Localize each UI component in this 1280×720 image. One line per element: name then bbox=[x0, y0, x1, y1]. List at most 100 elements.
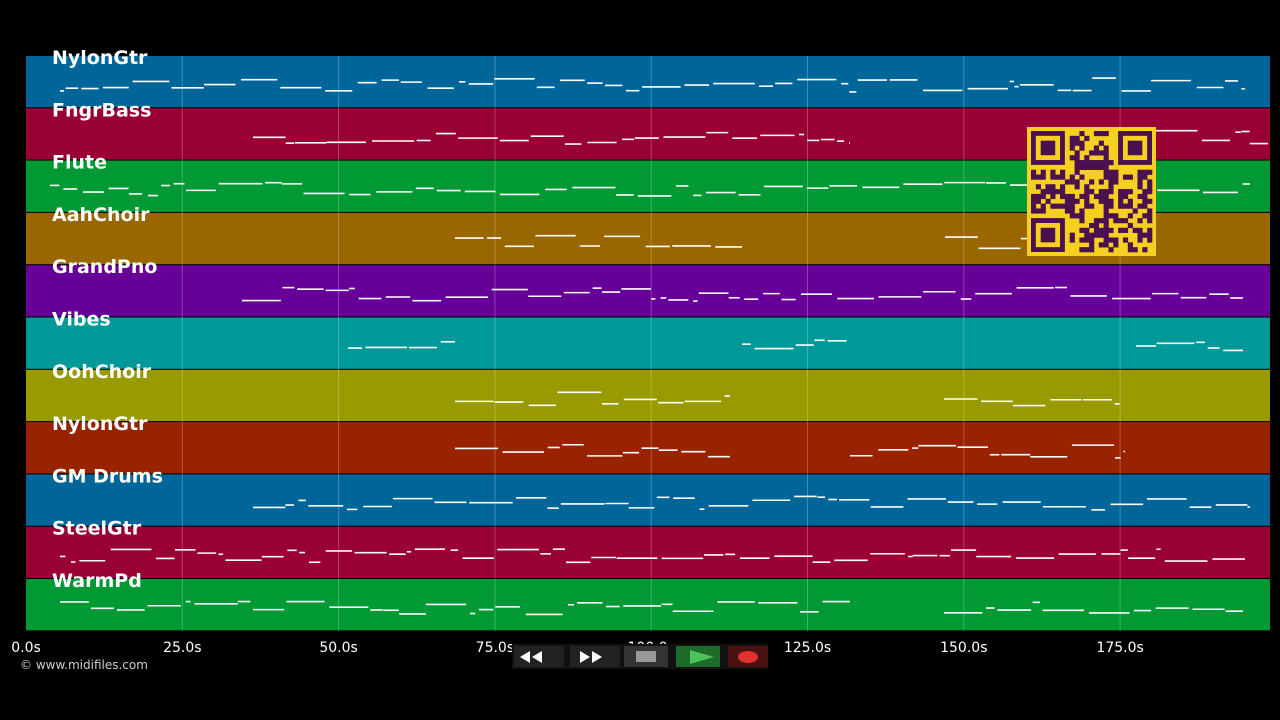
qr-cell bbox=[1137, 184, 1143, 190]
qr-cell bbox=[1103, 169, 1109, 175]
qr-cell bbox=[1113, 174, 1119, 180]
qr-cell bbox=[1050, 169, 1056, 175]
qr-cell bbox=[1147, 237, 1153, 243]
qr-cell bbox=[1118, 193, 1124, 200]
forward-button[interactable] bbox=[570, 646, 620, 667]
qr-cell bbox=[1079, 145, 1085, 151]
qr-cell bbox=[1079, 174, 1085, 180]
qr-finder bbox=[1040, 227, 1056, 243]
qr-cell bbox=[1084, 198, 1090, 204]
track-name: NylonGtr bbox=[52, 47, 148, 69]
qr-cell bbox=[1098, 160, 1104, 166]
qr-cell bbox=[1147, 184, 1153, 190]
time-tick-label: 150.0s bbox=[940, 640, 987, 656]
qr-cell bbox=[1089, 150, 1095, 156]
qr-cell bbox=[1103, 222, 1109, 229]
qr-cell bbox=[1147, 227, 1153, 233]
track-lane bbox=[26, 474, 1270, 526]
qr-cell bbox=[1103, 232, 1109, 238]
qr-cell bbox=[1127, 247, 1133, 253]
qr-cell bbox=[1093, 164, 1100, 171]
qr-cell bbox=[1098, 193, 1104, 200]
qr-cell bbox=[1060, 189, 1066, 195]
qr-cell bbox=[1142, 193, 1148, 200]
qr-cell bbox=[1098, 150, 1104, 156]
qr-cell bbox=[1108, 213, 1114, 219]
qr-cell bbox=[1050, 189, 1056, 195]
rewind-button[interactable] bbox=[514, 646, 564, 667]
qr-cell bbox=[1084, 184, 1090, 190]
qr-cell bbox=[1147, 179, 1153, 185]
qr-cell bbox=[1127, 222, 1133, 229]
qr-cell bbox=[1031, 198, 1037, 204]
qr-cell bbox=[1132, 227, 1138, 233]
qr-cell bbox=[1069, 208, 1075, 214]
qr-cell bbox=[1074, 150, 1080, 156]
qr-cell bbox=[1137, 227, 1143, 233]
time-tick-label: 125.0s bbox=[784, 640, 831, 656]
qr-cell bbox=[1093, 222, 1100, 229]
qr-cell bbox=[1108, 184, 1114, 190]
qr-cell bbox=[1108, 160, 1114, 166]
qr-cell bbox=[1035, 198, 1041, 204]
qr-cell bbox=[1040, 189, 1046, 195]
qr-cell bbox=[1069, 232, 1075, 238]
qr-cell bbox=[1093, 160, 1100, 166]
qr-cell bbox=[1103, 227, 1109, 233]
qr-cell bbox=[1084, 232, 1090, 238]
qr-cell bbox=[1147, 208, 1153, 214]
qr-cell bbox=[1103, 155, 1109, 161]
qr-code bbox=[1027, 127, 1156, 256]
qr-cell bbox=[1074, 135, 1080, 141]
qr-cell bbox=[1079, 227, 1085, 233]
track-name: Vibes bbox=[52, 309, 111, 331]
qr-cell bbox=[1069, 140, 1075, 146]
qr-cell bbox=[1084, 237, 1090, 243]
qr-cell bbox=[1084, 164, 1090, 171]
qr-cell bbox=[1031, 208, 1037, 214]
icon bbox=[738, 651, 758, 663]
qr-cell bbox=[1098, 218, 1104, 224]
qr-cell bbox=[1060, 169, 1066, 175]
qr-cell bbox=[1122, 218, 1129, 224]
qr-cell bbox=[1069, 198, 1075, 204]
qr-cell bbox=[1089, 247, 1095, 253]
qr-cell bbox=[1045, 198, 1051, 204]
qr-cell bbox=[1084, 155, 1090, 161]
qr-cell bbox=[1103, 203, 1109, 209]
qr-cell bbox=[1122, 189, 1129, 195]
qr-cell bbox=[1142, 189, 1148, 195]
qr-cell bbox=[1113, 242, 1119, 248]
record-button[interactable] bbox=[728, 646, 768, 667]
notes bbox=[50, 77, 1268, 616]
qr-cell bbox=[1127, 213, 1133, 219]
qr-cell bbox=[1084, 247, 1090, 253]
track-lane bbox=[26, 56, 1270, 108]
play-button[interactable] bbox=[676, 646, 720, 667]
qr-cell bbox=[1122, 174, 1129, 180]
qr-cell bbox=[1079, 193, 1085, 200]
qr-cell bbox=[1132, 208, 1138, 214]
qr-cell bbox=[1040, 208, 1046, 214]
qr-cell bbox=[1142, 198, 1148, 204]
qr-cell bbox=[1103, 242, 1109, 248]
qr-cell bbox=[1089, 164, 1095, 171]
qr-cell bbox=[1118, 198, 1124, 204]
qr-cell bbox=[1050, 184, 1056, 190]
stop-button[interactable] bbox=[624, 646, 668, 667]
qr-cell bbox=[1127, 198, 1133, 204]
transport-controls bbox=[512, 644, 768, 669]
qr-cell bbox=[1137, 232, 1143, 238]
qr-cell bbox=[1108, 198, 1114, 204]
qr-cell bbox=[1093, 145, 1100, 151]
qr-cell bbox=[1079, 164, 1085, 171]
qr-cell bbox=[1108, 189, 1114, 195]
qr-cell bbox=[1122, 227, 1129, 233]
qr-cell bbox=[1031, 203, 1037, 209]
qr-cell bbox=[1045, 189, 1051, 195]
qr-cell bbox=[1069, 174, 1075, 180]
qr-cell bbox=[1060, 193, 1066, 200]
qr-cell bbox=[1089, 237, 1095, 243]
qr-cell bbox=[1113, 218, 1119, 224]
